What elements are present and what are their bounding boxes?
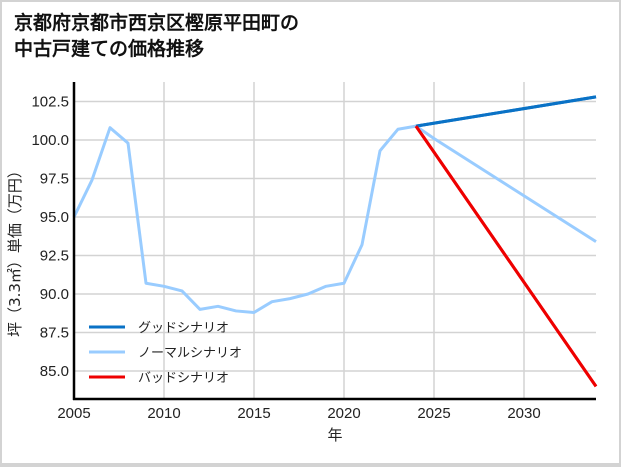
title-line-1: 京都府京都市西京区樫原平田町の bbox=[14, 12, 300, 34]
y-axis-label: 坪（3.3㎡）単価（万円） bbox=[6, 163, 24, 337]
y-tick-label: 102.5 bbox=[31, 94, 69, 111]
y-tick-label: 97.5 bbox=[40, 171, 69, 188]
x-axis-label: 年 bbox=[327, 426, 342, 444]
series-line-top-2 bbox=[414, 125, 598, 388]
x-tick-label: 2015 bbox=[237, 405, 270, 422]
series-line-top-0 bbox=[415, 95, 597, 128]
x-tick-label: 2020 bbox=[327, 405, 360, 422]
x-tick-label: 2030 bbox=[507, 405, 540, 422]
y-tick-label: 95.0 bbox=[40, 209, 69, 226]
y-tick-label: 85.0 bbox=[40, 363, 69, 380]
series-line-1 bbox=[72, 124, 597, 314]
legend-label: バッドシナリオ bbox=[138, 371, 229, 386]
x-tick-label: 2005 bbox=[57, 405, 90, 422]
legend-label: ノーマルシナリオ bbox=[138, 346, 242, 361]
chart-title: 京都府京都市西京区樫原平田町の 中古戸建ての価格推移 bbox=[14, 10, 299, 62]
x-tick-label: 2025 bbox=[417, 405, 450, 422]
legend-label: グッドシナリオ bbox=[138, 321, 229, 336]
y-tick-label: 92.5 bbox=[40, 248, 69, 265]
y-tick-label: 87.5 bbox=[40, 325, 69, 342]
y-tick-label: 90.0 bbox=[40, 286, 69, 303]
x-tick-label: 2010 bbox=[147, 405, 180, 422]
title-line-2: 中古戸建ての価格推移 bbox=[14, 38, 205, 60]
y-tick-label: 100.0 bbox=[31, 132, 69, 149]
